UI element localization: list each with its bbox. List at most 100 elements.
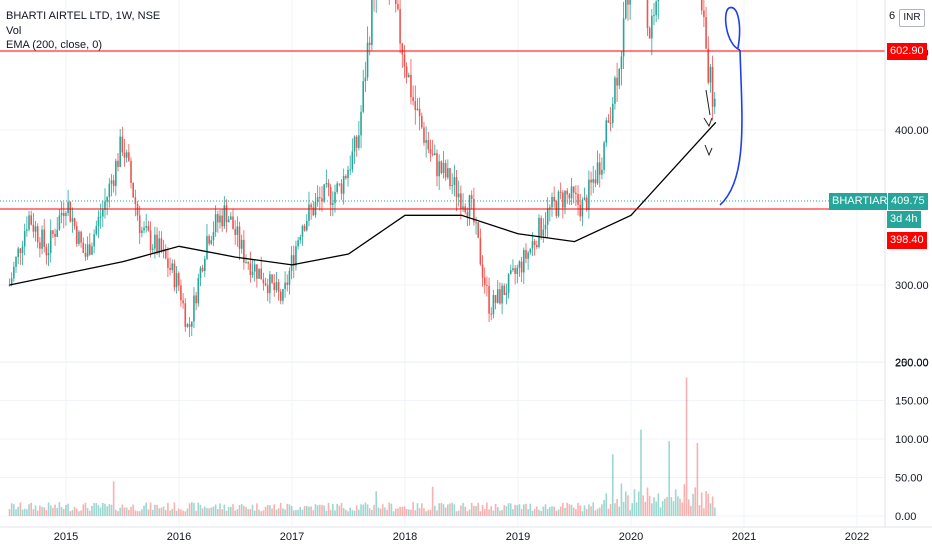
candle-body <box>73 218 76 227</box>
candle-body <box>457 193 460 198</box>
volume-bar <box>84 502 87 516</box>
candle-body <box>707 48 710 83</box>
candle-body <box>30 215 32 225</box>
volume-bar <box>141 509 143 516</box>
volume-bar <box>193 502 195 516</box>
volume-bar <box>416 503 419 516</box>
candle-body <box>700 0 703 11</box>
currency-button[interactable]: INR <box>899 9 925 27</box>
volume-bar <box>67 503 69 516</box>
candle-body <box>141 230 143 233</box>
candle-body <box>32 224 35 232</box>
volume-bar <box>102 502 104 516</box>
volume-bar <box>538 509 540 516</box>
volume-bar <box>603 499 605 516</box>
candle-body <box>436 153 438 177</box>
volume-bar <box>338 505 341 516</box>
volume-bar <box>106 506 108 516</box>
volume-bar <box>518 504 521 516</box>
volume-bar <box>292 510 295 516</box>
symbol-title[interactable]: BHARTI AIRTEL LTD, 1W, NSE <box>6 10 161 22</box>
volume-bar <box>421 503 423 516</box>
candle-body <box>371 0 373 45</box>
candle-body <box>284 282 286 289</box>
candle-body <box>616 77 618 86</box>
hand-drawn-loop <box>724 6 741 51</box>
candle-body <box>462 206 464 209</box>
volume-bar <box>125 507 128 516</box>
candle-body <box>596 162 599 184</box>
candle-body <box>421 116 423 128</box>
candle-body <box>47 252 50 256</box>
candle-body <box>297 240 299 247</box>
candle-body <box>227 219 230 223</box>
candle-body <box>28 215 30 230</box>
volume-bar <box>199 504 202 516</box>
candle-body <box>358 135 360 148</box>
candle-body <box>193 295 195 322</box>
volume-bar <box>260 511 263 516</box>
time-tick-label: 2021 <box>732 531 756 543</box>
candle-body <box>549 207 551 209</box>
volume-bar <box>577 502 579 516</box>
candlestick-series <box>8 0 716 338</box>
volume-bar <box>95 503 98 516</box>
volume-bar <box>620 483 623 516</box>
volume-bar <box>575 509 577 516</box>
ema-legend[interactable]: EMA (200, close, 0) <box>6 39 102 51</box>
candle-body <box>269 274 271 294</box>
candle-body <box>201 267 204 271</box>
volume-bar <box>381 504 384 516</box>
ema-line <box>9 121 717 286</box>
volume-legend[interactable]: Vol <box>6 24 22 37</box>
volume-bar <box>277 508 280 516</box>
time-axis[interactable]: 2015 2016 2017 2018 2019 2020 2021 2022 <box>54 531 869 543</box>
candle-body <box>69 201 72 222</box>
price-tick-label: 300.00 <box>895 280 929 292</box>
volume-bar <box>154 504 156 516</box>
volume-bar <box>605 493 608 516</box>
candle-body <box>230 216 232 220</box>
candle-body <box>483 277 486 285</box>
volume-bar <box>34 505 37 516</box>
price-axis[interactable]: 550.00500.00450.00400.00300.00250.00200.… <box>895 0 929 524</box>
volume-bar <box>360 504 362 516</box>
volume-bar <box>182 510 184 516</box>
time-tick-label: 2015 <box>54 531 78 543</box>
candle-body <box>249 263 252 276</box>
candle-body <box>336 183 338 193</box>
grid-lines <box>0 0 885 527</box>
candle-body <box>184 303 187 327</box>
volume-bar <box>52 508 54 516</box>
volume-bar <box>39 505 41 516</box>
volume-bar <box>492 510 495 516</box>
volume-bar <box>540 510 542 516</box>
volume-bar <box>394 508 397 516</box>
volume-bar <box>145 502 148 516</box>
volume-bar <box>206 508 208 516</box>
candle-body <box>214 214 217 233</box>
candle-body <box>603 142 605 170</box>
candle-body <box>494 295 497 303</box>
candle-body <box>282 288 284 301</box>
volume-bar <box>271 508 273 516</box>
volume-bar <box>496 507 499 516</box>
candle-body <box>425 140 427 143</box>
last-price-tag: 409.75 <box>887 193 928 210</box>
candle-body <box>39 242 41 249</box>
volume-bar <box>657 493 660 516</box>
volume-bar <box>501 509 503 516</box>
volume-bar <box>390 503 393 516</box>
candle-body <box>45 246 48 256</box>
candle-body <box>368 42 371 45</box>
volume-bar <box>698 505 701 516</box>
volume-bar <box>240 504 243 516</box>
candle-body <box>397 3 399 10</box>
candle-body <box>36 226 39 243</box>
volume-bar <box>219 503 221 516</box>
candle-body <box>703 10 705 18</box>
volume-bar <box>316 505 319 516</box>
volume-bar <box>149 502 152 516</box>
candle-body <box>345 176 347 179</box>
